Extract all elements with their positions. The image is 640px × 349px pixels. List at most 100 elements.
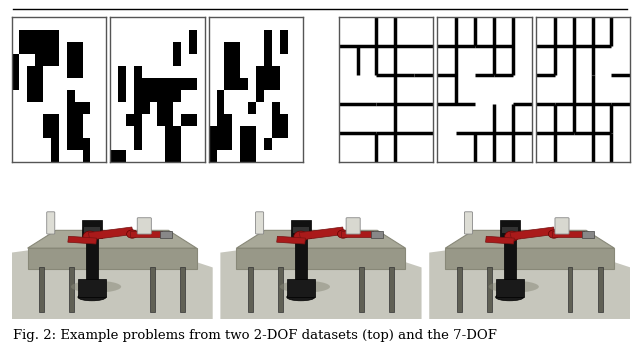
Bar: [28, 66, 43, 102]
Bar: [189, 30, 197, 54]
Bar: [457, 267, 462, 312]
Bar: [43, 42, 59, 66]
Bar: [299, 227, 344, 240]
Bar: [43, 30, 51, 66]
Bar: [371, 231, 383, 238]
Circle shape: [548, 230, 559, 238]
Bar: [232, 78, 248, 90]
Bar: [495, 279, 524, 297]
Polygon shape: [12, 238, 212, 319]
Bar: [272, 114, 280, 138]
FancyBboxPatch shape: [555, 218, 569, 234]
Bar: [39, 267, 44, 312]
Bar: [134, 102, 150, 114]
Bar: [568, 267, 572, 312]
Bar: [552, 231, 584, 237]
Bar: [43, 114, 59, 138]
Bar: [118, 78, 126, 102]
Bar: [216, 114, 232, 150]
Bar: [118, 66, 126, 90]
Bar: [359, 267, 364, 312]
Bar: [173, 42, 181, 66]
Bar: [150, 78, 165, 102]
Bar: [582, 231, 594, 238]
Bar: [278, 267, 283, 312]
FancyBboxPatch shape: [137, 218, 151, 234]
Polygon shape: [429, 238, 630, 319]
Bar: [264, 42, 272, 66]
Bar: [500, 220, 520, 238]
Bar: [181, 78, 197, 90]
Polygon shape: [236, 248, 406, 269]
Bar: [264, 138, 272, 150]
Bar: [134, 78, 150, 102]
Bar: [82, 220, 102, 238]
Bar: [51, 138, 59, 162]
Polygon shape: [445, 248, 614, 269]
Bar: [134, 66, 141, 78]
Bar: [240, 126, 256, 162]
Bar: [486, 236, 515, 244]
Ellipse shape: [71, 281, 121, 292]
Bar: [157, 90, 173, 126]
Bar: [161, 231, 172, 238]
Circle shape: [127, 230, 138, 238]
FancyBboxPatch shape: [465, 212, 472, 234]
Bar: [134, 66, 141, 90]
Circle shape: [83, 231, 97, 242]
Bar: [248, 102, 256, 114]
Bar: [264, 66, 280, 90]
Bar: [70, 267, 74, 312]
Bar: [134, 138, 141, 150]
Bar: [83, 102, 90, 114]
Ellipse shape: [287, 294, 315, 301]
Bar: [67, 90, 75, 126]
Bar: [272, 114, 287, 138]
Bar: [502, 228, 518, 233]
Bar: [510, 227, 556, 240]
Bar: [248, 267, 253, 312]
Bar: [598, 267, 603, 312]
Bar: [51, 30, 59, 42]
Circle shape: [505, 231, 519, 242]
Circle shape: [294, 231, 308, 242]
Polygon shape: [28, 248, 196, 269]
Bar: [67, 114, 83, 150]
Bar: [209, 126, 216, 162]
Bar: [256, 90, 264, 102]
Polygon shape: [220, 238, 422, 319]
Bar: [295, 238, 307, 279]
Ellipse shape: [488, 281, 539, 292]
Bar: [67, 66, 83, 78]
Ellipse shape: [78, 294, 106, 301]
Bar: [35, 30, 51, 66]
Circle shape: [337, 230, 349, 238]
FancyBboxPatch shape: [255, 212, 264, 234]
Bar: [12, 54, 19, 90]
Bar: [67, 90, 75, 126]
Bar: [134, 102, 141, 138]
Bar: [165, 126, 181, 162]
Bar: [181, 114, 197, 126]
Bar: [75, 102, 90, 114]
Polygon shape: [28, 230, 196, 248]
Bar: [225, 66, 232, 90]
Bar: [256, 66, 272, 90]
Bar: [180, 267, 185, 312]
Bar: [110, 150, 126, 162]
Bar: [67, 42, 83, 78]
Bar: [287, 279, 315, 297]
Bar: [225, 42, 240, 78]
Bar: [126, 114, 141, 126]
Bar: [291, 220, 311, 238]
Bar: [86, 238, 98, 279]
Bar: [84, 228, 100, 233]
Bar: [216, 90, 225, 114]
Ellipse shape: [280, 281, 330, 292]
Bar: [389, 267, 394, 312]
Bar: [272, 102, 280, 126]
FancyBboxPatch shape: [47, 212, 55, 234]
Bar: [19, 30, 35, 54]
Bar: [292, 228, 309, 233]
Polygon shape: [236, 230, 406, 248]
